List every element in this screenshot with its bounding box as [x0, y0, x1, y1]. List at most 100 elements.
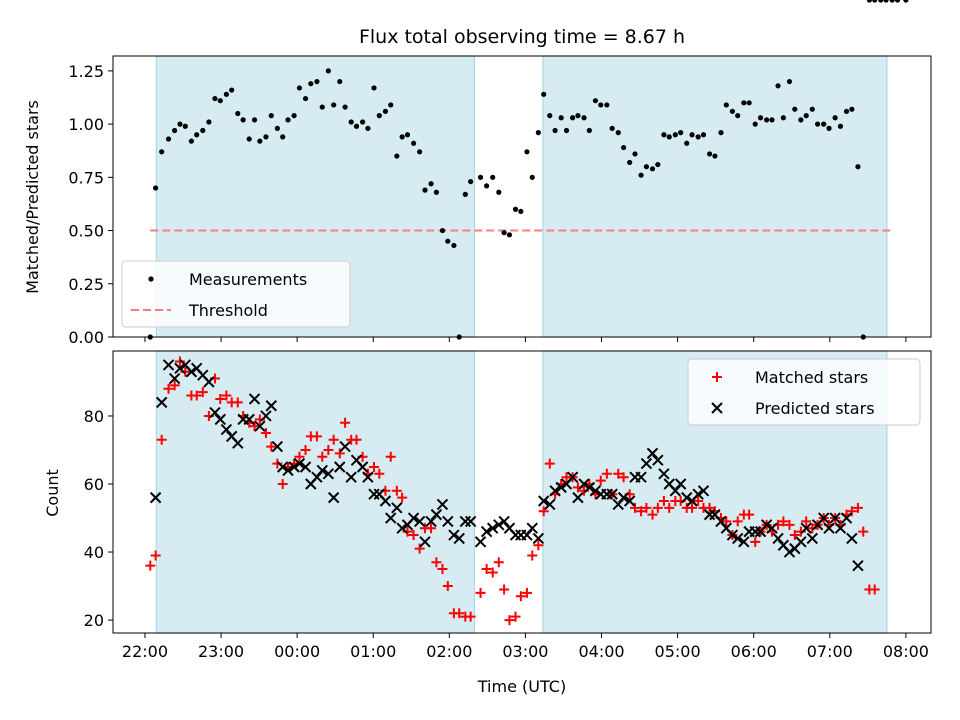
- legend-box: [121, 260, 351, 328]
- data-point: [586, 127, 592, 134]
- data-point: [815, 121, 821, 127]
- data-point: [499, 584, 510, 595]
- data-point: [223, 91, 229, 97]
- data-point: [655, 161, 661, 168]
- data-point: [490, 174, 496, 180]
- data-point: [732, 516, 743, 527]
- data-point: [746, 100, 752, 106]
- data-point: [477, 174, 484, 180]
- data-point: [843, 108, 850, 114]
- data-point: [433, 189, 439, 195]
- legend-label: Measurements: [189, 270, 307, 289]
- data-point: [311, 471, 323, 483]
- data-point: [798, 117, 804, 123]
- legend-label: Threshold: [188, 301, 268, 320]
- x-tick-label: 01:00: [350, 642, 396, 661]
- data-point: [661, 132, 667, 138]
- data-point: [474, 536, 487, 548]
- legend-label: Matched stars: [755, 368, 868, 387]
- plot-frame: [112, 55, 932, 338]
- data-point: [526, 522, 538, 534]
- data-point: [422, 187, 428, 193]
- data-point: [203, 376, 215, 388]
- data-point: [618, 472, 629, 483]
- y-tick-label: 0.00: [68, 328, 104, 347]
- data-point: [294, 451, 305, 462]
- data-point: [695, 134, 701, 140]
- data-point: [385, 512, 397, 524]
- data-point: [852, 559, 864, 572]
- data-point: [566, 471, 579, 483]
- data-point: [840, 512, 853, 524]
- data-point: [684, 140, 690, 146]
- data-point: [506, 232, 513, 238]
- legend: Measurements Threshold: [121, 260, 351, 328]
- data-point: [692, 488, 704, 500]
- data-point: [257, 138, 263, 144]
- data-point: [512, 206, 519, 212]
- data-point: [638, 172, 644, 178]
- data-point: [595, 475, 606, 486]
- data-point: [454, 608, 465, 619]
- data-point: [493, 557, 504, 568]
- data-point: [772, 532, 784, 545]
- data-point: [410, 140, 417, 146]
- data-point: [299, 461, 312, 473]
- data-point: [168, 372, 181, 385]
- data-point: [263, 134, 269, 140]
- data-point: [232, 437, 244, 449]
- data-point: [518, 208, 524, 215]
- data-point: [337, 78, 343, 85]
- data-point: [436, 498, 449, 511]
- data-point: [254, 420, 266, 432]
- data-point: [524, 149, 530, 155]
- data-point: [620, 144, 627, 151]
- data-point: [214, 413, 226, 426]
- data-point: [348, 119, 354, 125]
- data-point: [340, 417, 351, 428]
- data-point: [613, 468, 624, 479]
- data-point: [359, 119, 366, 125]
- data-point: [351, 434, 362, 445]
- data-point: [188, 138, 194, 144]
- data-point: [726, 529, 739, 541]
- data-point: [480, 525, 493, 538]
- data-point: [589, 485, 602, 497]
- top-panel: 0.00 0.25 0.50 0.75 1.00 1.25 Measurements Thre…: [68, 0, 932, 347]
- data-point: [598, 102, 604, 108]
- data-point: [288, 461, 300, 473]
- data-point: [419, 536, 431, 548]
- data-point: [293, 457, 306, 470]
- chart-title: Flux total observing time = 8.67 h: [359, 26, 685, 48]
- data-point: [182, 123, 188, 129]
- data-point: [800, 522, 812, 534]
- data-point: [700, 132, 707, 138]
- data-point: [276, 461, 289, 473]
- data-point: [555, 481, 567, 494]
- data-point: [629, 502, 640, 513]
- data-point: [738, 536, 750, 548]
- data-point: [532, 532, 545, 545]
- data-point: [407, 512, 420, 524]
- observing-window-span: [542, 55, 888, 338]
- data-point: [766, 522, 778, 534]
- data-point: [394, 153, 400, 159]
- data-point: [775, 83, 781, 89]
- data-point: [583, 481, 596, 494]
- data-point: [527, 550, 538, 561]
- data-point: [578, 478, 590, 490]
- x-axis-label: Time (UTC): [477, 677, 566, 696]
- x-tick-label: 07:00: [807, 642, 853, 661]
- data-point: [866, 0, 872, 3]
- data-point: [486, 522, 499, 534]
- data-point: [872, 0, 878, 3]
- data-point: [487, 567, 498, 578]
- data-point: [535, 130, 541, 136]
- data-point: [215, 393, 226, 404]
- y-tick-label: 0.50: [68, 222, 104, 241]
- data-point: [780, 115, 786, 121]
- data-point: [391, 485, 402, 496]
- data-point: [636, 506, 647, 517]
- data-point: [750, 536, 761, 547]
- data-point: [325, 68, 331, 74]
